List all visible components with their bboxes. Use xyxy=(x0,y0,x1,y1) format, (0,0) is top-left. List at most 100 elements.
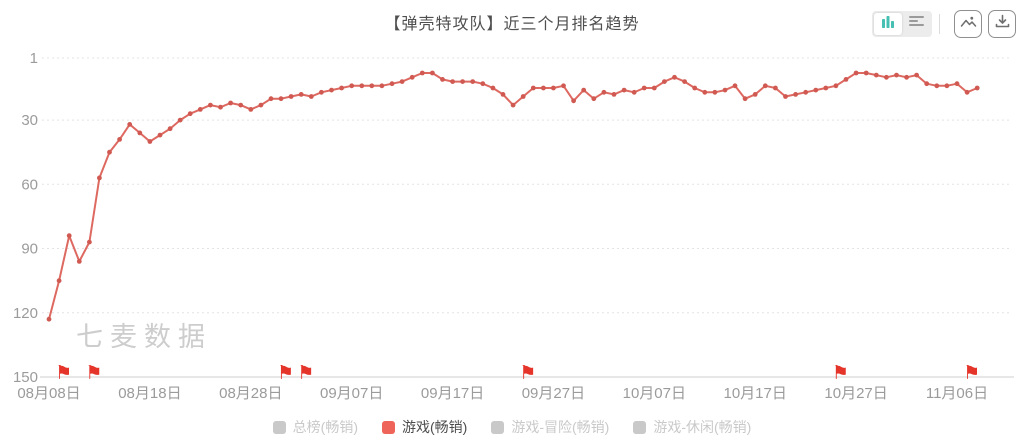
data-point[interactable] xyxy=(288,94,294,99)
data-point[interactable] xyxy=(621,87,627,93)
data-point[interactable] xyxy=(197,107,203,112)
data-point[interactable] xyxy=(914,72,919,78)
data-point[interactable] xyxy=(329,87,334,93)
data-point[interactable] xyxy=(581,87,587,93)
data-point[interactable] xyxy=(530,85,536,91)
data-point[interactable] xyxy=(682,79,687,84)
data-point[interactable] xyxy=(177,117,183,123)
download-button[interactable] xyxy=(988,10,1016,38)
data-point[interactable] xyxy=(278,96,284,102)
data-point[interactable] xyxy=(167,126,173,132)
data-point[interactable] xyxy=(208,102,213,108)
data-point[interactable] xyxy=(853,70,859,76)
data-point[interactable] xyxy=(409,74,415,80)
data-point[interactable] xyxy=(308,94,314,99)
data-point[interactable] xyxy=(651,85,657,91)
update-flag-icon[interactable]: ⚑ xyxy=(297,363,314,384)
data-point[interactable] xyxy=(258,102,264,108)
legend-item-total-grossing[interactable]: 总榜(畅销) xyxy=(272,417,358,437)
data-point[interactable] xyxy=(732,83,738,89)
data-point[interactable] xyxy=(662,79,667,84)
data-point[interactable] xyxy=(46,316,52,322)
data-point[interactable] xyxy=(702,89,708,95)
data-point[interactable] xyxy=(248,107,254,112)
rank-trend-line[interactable] xyxy=(48,72,979,321)
data-point[interactable] xyxy=(873,72,879,78)
data-point[interactable] xyxy=(389,81,395,87)
update-flag-icon[interactable]: ⚑ xyxy=(519,363,536,384)
update-flag-icon[interactable]: ⚑ xyxy=(277,363,294,384)
data-point[interactable] xyxy=(571,98,576,104)
data-point[interactable] xyxy=(843,77,849,82)
data-point[interactable] xyxy=(964,89,970,95)
legend-item-games-grossing[interactable]: 游戏(畅销) xyxy=(382,417,467,437)
data-point[interactable] xyxy=(399,79,405,84)
data-point[interactable] xyxy=(97,175,102,181)
data-point[interactable] xyxy=(510,102,516,108)
data-point[interactable] xyxy=(520,94,526,99)
data-point[interactable] xyxy=(783,94,788,99)
data-point[interactable] xyxy=(379,83,385,89)
list-view-button[interactable] xyxy=(902,13,930,35)
data-point[interactable] xyxy=(470,79,476,84)
data-point[interactable] xyxy=(601,89,607,95)
data-point[interactable] xyxy=(56,278,62,284)
data-point[interactable] xyxy=(147,139,153,144)
data-point[interactable] xyxy=(833,83,839,89)
data-point[interactable] xyxy=(954,81,960,87)
data-point[interactable] xyxy=(561,83,566,89)
data-point[interactable] xyxy=(672,74,677,80)
data-point[interactable] xyxy=(76,259,82,264)
data-point[interactable] xyxy=(298,92,304,97)
data-point[interactable] xyxy=(117,137,122,142)
data-point[interactable] xyxy=(127,122,133,127)
data-point[interactable] xyxy=(752,92,758,97)
data-point[interactable] xyxy=(894,72,899,78)
data-point[interactable] xyxy=(460,79,465,84)
data-point[interactable] xyxy=(137,130,143,136)
data-point[interactable] xyxy=(500,92,506,97)
data-point[interactable] xyxy=(450,79,455,84)
export-image-button[interactable] xyxy=(954,10,982,38)
data-point[interactable] xyxy=(692,85,698,91)
data-point[interactable] xyxy=(359,83,365,89)
data-point[interactable] xyxy=(773,85,778,91)
legend-item-games-casual-grossing[interactable]: 游戏-休闲(畅销) xyxy=(633,417,751,437)
data-point[interactable] xyxy=(712,89,718,95)
data-point[interactable] xyxy=(974,85,980,91)
data-point[interactable] xyxy=(823,85,829,91)
legend-item-games-adventure-grossing[interactable]: 游戏-冒险(畅销) xyxy=(491,417,609,437)
data-point[interactable] xyxy=(238,102,244,108)
data-point[interactable] xyxy=(187,111,193,117)
data-point[interactable] xyxy=(490,85,496,91)
data-point[interactable] xyxy=(762,83,768,89)
data-point[interactable] xyxy=(440,77,445,82)
data-point[interactable] xyxy=(631,89,637,95)
data-point[interactable] xyxy=(742,96,748,102)
data-point[interactable] xyxy=(641,85,647,91)
data-point[interactable] xyxy=(218,104,223,110)
data-point[interactable] xyxy=(87,239,92,245)
update-flag-icon[interactable]: ⚑ xyxy=(55,363,72,384)
update-flag-icon[interactable]: ⚑ xyxy=(963,363,980,384)
data-point[interactable] xyxy=(339,85,344,91)
data-point[interactable] xyxy=(268,96,274,102)
data-point[interactable] xyxy=(863,70,869,76)
data-point[interactable] xyxy=(944,83,950,89)
update-flag-icon[interactable]: ⚑ xyxy=(832,363,849,384)
data-point[interactable] xyxy=(369,83,375,89)
data-point[interactable] xyxy=(551,85,556,91)
data-point[interactable] xyxy=(813,87,819,93)
data-point[interactable] xyxy=(803,89,809,95)
data-point[interactable] xyxy=(480,81,486,87)
data-point[interactable] xyxy=(541,85,546,91)
data-point[interactable] xyxy=(793,92,798,97)
data-point[interactable] xyxy=(722,87,728,93)
data-point[interactable] xyxy=(924,81,930,87)
data-point[interactable] xyxy=(66,233,72,239)
data-point[interactable] xyxy=(611,92,617,97)
data-point[interactable] xyxy=(904,74,909,80)
data-point[interactable] xyxy=(349,83,355,89)
data-point[interactable] xyxy=(884,74,889,80)
